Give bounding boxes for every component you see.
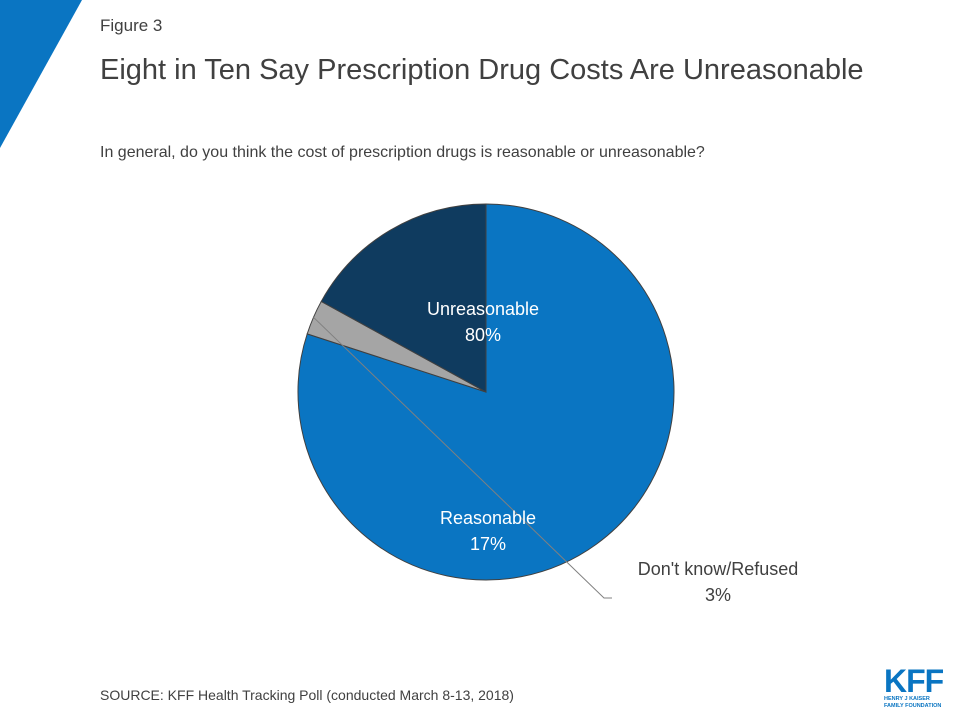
unreasonable-value-label: 80% — [465, 325, 501, 345]
corner-accent-triangle — [0, 0, 82, 148]
chart-title: Eight in Ten Say Prescription Drug Costs… — [100, 54, 864, 86]
dont-know-label: Don't know/Refused 3% — [638, 559, 799, 605]
reasonable-label: Reasonable 17% — [440, 508, 536, 554]
chart-subtitle: In general, do you think the cost of pre… — [100, 144, 705, 161]
unreasonable-label: Unreasonable 80% — [427, 299, 539, 345]
kff-logo: KFF HENRY J KAISER FAMILY FOUNDATION — [884, 663, 948, 709]
source-note: SOURCE: KFF Health Tracking Poll (conduc… — [100, 687, 514, 703]
figure-label: Figure 3 — [100, 16, 163, 35]
kff-logo-line1: HENRY J KAISER — [884, 696, 930, 702]
kff-logo-line2: FAMILY FOUNDATION — [884, 702, 942, 709]
corner-accent-shape — [0, 0, 82, 148]
unreasonable-name-label: Unreasonable — [427, 299, 539, 319]
kff-logo-mark: KFF — [884, 663, 944, 699]
dont-know-name-label: Don't know/Refused — [638, 559, 799, 579]
reasonable-value-label: 17% — [470, 534, 506, 554]
reasonable-name-label: Reasonable — [440, 508, 536, 528]
dont-know-leader-line — [313, 316, 612, 599]
pie-slices — [297, 203, 675, 581]
pie-slice-reasonable — [320, 203, 487, 393]
dont-know-value-label: 3% — [705, 585, 731, 605]
